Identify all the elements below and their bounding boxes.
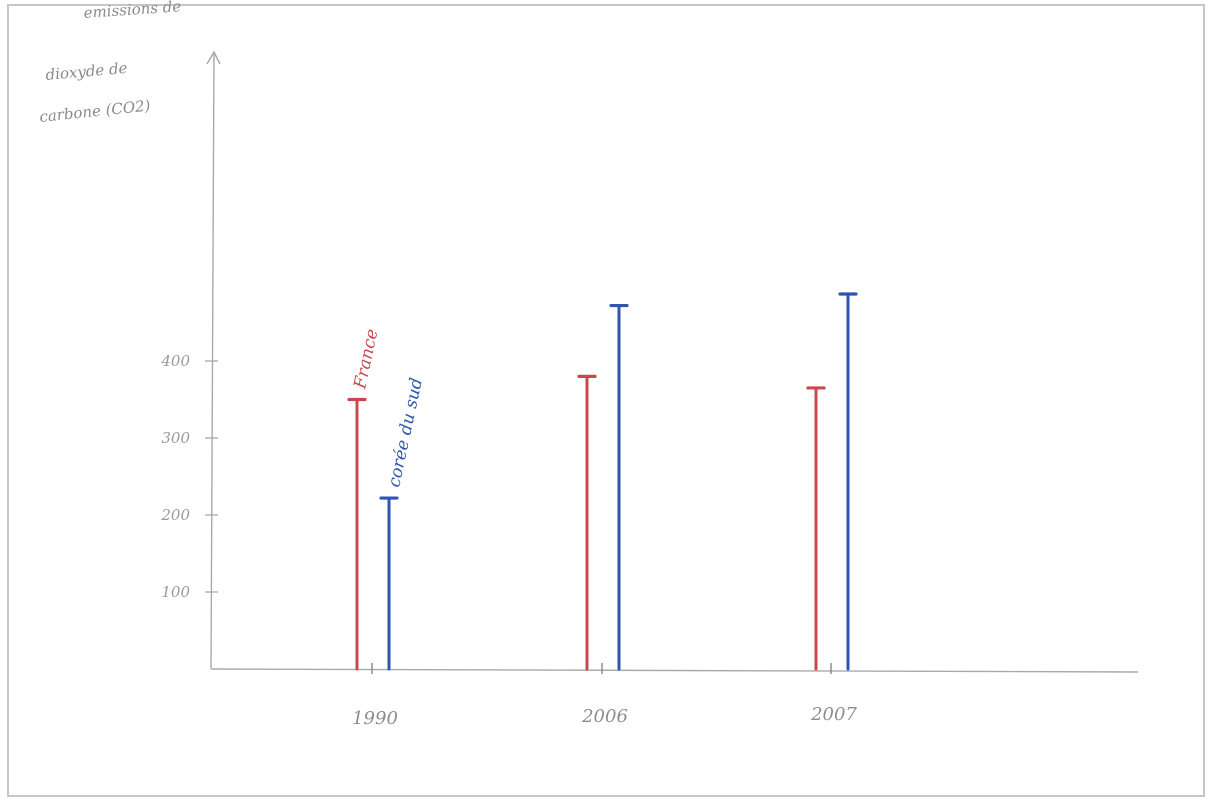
series-label-france: France xyxy=(350,327,382,391)
y-tick-label: 300 xyxy=(161,429,190,447)
y-axis-arrow xyxy=(206,50,221,65)
y-tick-label: 100 xyxy=(161,583,190,601)
x-category-label: 2006 xyxy=(581,706,628,727)
chart-frame xyxy=(7,4,1205,797)
y-tick-label: 200 xyxy=(160,506,190,524)
x-category-label: 1990 xyxy=(352,708,398,729)
y-axis-title-line-3: carbone (CO2) xyxy=(39,96,152,126)
y-axis-title-line-2: dioxyde de xyxy=(45,59,128,84)
y-ticks: 100 200 300 400 xyxy=(160,352,218,601)
y-tick-label: 400 xyxy=(160,352,190,370)
y-axis-title: emissions de dioxyde de carbone (CO2) xyxy=(39,0,182,126)
x-ticks: 1990 2006 2007 xyxy=(352,663,857,729)
x-axis xyxy=(210,668,1139,673)
bars xyxy=(347,292,858,671)
y-axis-title-line-1: emissions de xyxy=(83,0,182,22)
series-label-coree-du-sud: corée du sud xyxy=(384,376,427,489)
x-category-label: 2007 xyxy=(810,704,857,725)
